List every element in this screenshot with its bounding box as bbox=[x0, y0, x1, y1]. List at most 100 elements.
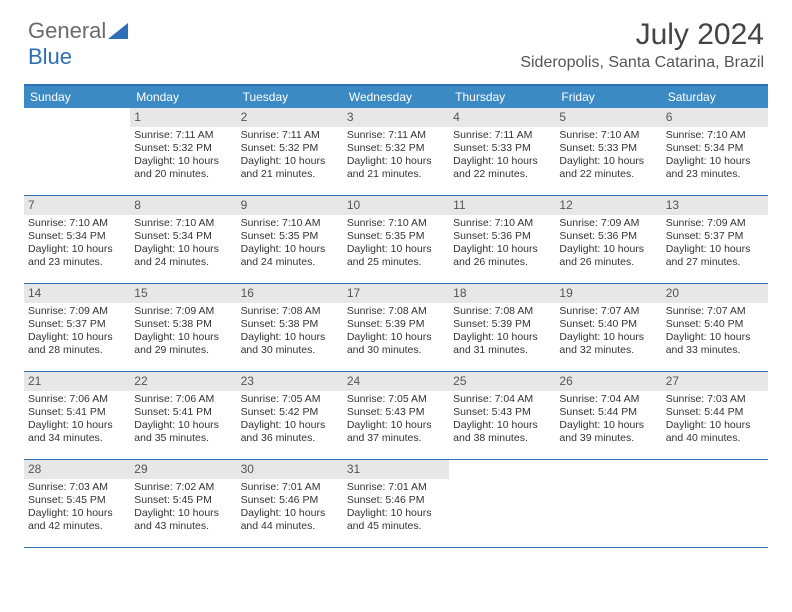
day-number: 25 bbox=[449, 372, 555, 391]
day-number: 27 bbox=[662, 372, 768, 391]
day-info-line: Sunset: 5:36 PM bbox=[453, 230, 551, 243]
day-body: Sunrise: 7:10 AMSunset: 5:34 PMDaylight:… bbox=[130, 215, 236, 274]
day-info-line: Daylight: 10 hours and 35 minutes. bbox=[134, 419, 232, 445]
day-info-line: Sunset: 5:44 PM bbox=[559, 406, 657, 419]
day-info-line: Sunset: 5:38 PM bbox=[241, 318, 339, 331]
week-row: 14Sunrise: 7:09 AMSunset: 5:37 PMDayligh… bbox=[24, 284, 768, 372]
day-cell bbox=[555, 460, 661, 547]
day-cell: 22Sunrise: 7:06 AMSunset: 5:41 PMDayligh… bbox=[130, 372, 236, 459]
day-info-line: Sunrise: 7:10 AM bbox=[28, 217, 126, 230]
day-number: 15 bbox=[130, 284, 236, 303]
day-body: Sunrise: 7:10 AMSunset: 5:36 PMDaylight:… bbox=[449, 215, 555, 274]
day-info-line: Sunrise: 7:02 AM bbox=[134, 481, 232, 494]
day-cell: 27Sunrise: 7:03 AMSunset: 5:44 PMDayligh… bbox=[662, 372, 768, 459]
day-body: Sunrise: 7:09 AMSunset: 5:36 PMDaylight:… bbox=[555, 215, 661, 274]
day-body: Sunrise: 7:03 AMSunset: 5:45 PMDaylight:… bbox=[24, 479, 130, 538]
day-body: Sunrise: 7:10 AMSunset: 5:35 PMDaylight:… bbox=[343, 215, 449, 274]
day-number: 4 bbox=[449, 108, 555, 127]
day-of-week-cell: Saturday bbox=[662, 86, 768, 108]
day-info-line: Daylight: 10 hours and 44 minutes. bbox=[241, 507, 339, 533]
day-number: 5 bbox=[555, 108, 661, 127]
logo-triangle-icon bbox=[108, 23, 128, 39]
day-info-line: Sunrise: 7:09 AM bbox=[666, 217, 764, 230]
day-number: 12 bbox=[555, 196, 661, 215]
location-text: Sideropolis, Santa Catarina, Brazil bbox=[520, 54, 764, 72]
day-info-line: Sunrise: 7:03 AM bbox=[666, 393, 764, 406]
day-cell: 30Sunrise: 7:01 AMSunset: 5:46 PMDayligh… bbox=[237, 460, 343, 547]
day-info-line: Sunset: 5:39 PM bbox=[347, 318, 445, 331]
day-cell: 28Sunrise: 7:03 AMSunset: 5:45 PMDayligh… bbox=[24, 460, 130, 547]
day-number: 8 bbox=[130, 196, 236, 215]
day-info-line: Sunrise: 7:01 AM bbox=[347, 481, 445, 494]
day-body: Sunrise: 7:11 AMSunset: 5:32 PMDaylight:… bbox=[343, 127, 449, 186]
day-body: Sunrise: 7:08 AMSunset: 5:39 PMDaylight:… bbox=[343, 303, 449, 362]
day-info-line: Sunrise: 7:09 AM bbox=[28, 305, 126, 318]
day-info-line: Sunrise: 7:08 AM bbox=[241, 305, 339, 318]
day-cell: 19Sunrise: 7:07 AMSunset: 5:40 PMDayligh… bbox=[555, 284, 661, 371]
title-block: July 2024 Sideropolis, Santa Catarina, B… bbox=[520, 18, 764, 72]
day-info-line: Sunset: 5:43 PM bbox=[347, 406, 445, 419]
day-cell: 9Sunrise: 7:10 AMSunset: 5:35 PMDaylight… bbox=[237, 196, 343, 283]
day-cell: 20Sunrise: 7:07 AMSunset: 5:40 PMDayligh… bbox=[662, 284, 768, 371]
day-info-line: Sunset: 5:40 PM bbox=[559, 318, 657, 331]
day-cell: 29Sunrise: 7:02 AMSunset: 5:45 PMDayligh… bbox=[130, 460, 236, 547]
day-number: 2 bbox=[237, 108, 343, 127]
day-body: Sunrise: 7:05 AMSunset: 5:43 PMDaylight:… bbox=[343, 391, 449, 450]
day-cell bbox=[24, 108, 130, 195]
day-info-line: Daylight: 10 hours and 23 minutes. bbox=[666, 155, 764, 181]
day-number: 28 bbox=[24, 460, 130, 479]
day-number: 22 bbox=[130, 372, 236, 391]
day-cell bbox=[449, 460, 555, 547]
day-body: Sunrise: 7:10 AMSunset: 5:34 PMDaylight:… bbox=[24, 215, 130, 274]
day-info-line: Daylight: 10 hours and 29 minutes. bbox=[134, 331, 232, 357]
day-info-line: Sunset: 5:37 PM bbox=[666, 230, 764, 243]
day-number: 21 bbox=[24, 372, 130, 391]
day-info-line: Daylight: 10 hours and 26 minutes. bbox=[453, 243, 551, 269]
day-info-line: Sunset: 5:38 PM bbox=[134, 318, 232, 331]
day-cell: 16 Sunrise: 7:08 AMSunset: 5:38 PMDayligh… bbox=[237, 284, 343, 371]
day-of-week-cell: Thursday bbox=[449, 86, 555, 108]
day-info-line: Sunrise: 7:11 AM bbox=[241, 129, 339, 142]
day-info-line: Sunrise: 7:07 AM bbox=[666, 305, 764, 318]
day-info-line: Sunset: 5:32 PM bbox=[134, 142, 232, 155]
day-cell: 1Sunrise: 7:11 AMSunset: 5:32 PMDaylight… bbox=[130, 108, 236, 195]
day-number: 19 bbox=[555, 284, 661, 303]
day-info-line: Daylight: 10 hours and 36 minutes. bbox=[241, 419, 339, 445]
day-info-line: Sunset: 5:45 PM bbox=[28, 494, 126, 507]
day-info-line: Sunset: 5:44 PM bbox=[666, 406, 764, 419]
day-cell: 6Sunrise: 7:10 AMSunset: 5:34 PMDaylight… bbox=[662, 108, 768, 195]
day-body: Sunrise: 7:09 AMSunset: 5:37 PMDaylight:… bbox=[662, 215, 768, 274]
day-info-line: Sunrise: 7:10 AM bbox=[559, 129, 657, 142]
day-info-line: Sunset: 5:37 PM bbox=[28, 318, 126, 331]
day-body: Sunrise: 7:08 AMSunset: 5:39 PMDaylight:… bbox=[449, 303, 555, 362]
day-info-line: Sunrise: 7:06 AM bbox=[28, 393, 126, 406]
day-cell: 8Sunrise: 7:10 AMSunset: 5:34 PMDaylight… bbox=[130, 196, 236, 283]
day-info-line: Sunset: 5:46 PM bbox=[347, 494, 445, 507]
day-body: Sunrise: 7:11 AMSunset: 5:32 PMDaylight:… bbox=[237, 127, 343, 186]
logo-text-1: General bbox=[28, 18, 106, 44]
day-info-line: Daylight: 10 hours and 30 minutes. bbox=[241, 331, 339, 357]
day-info-line: Daylight: 10 hours and 24 minutes. bbox=[134, 243, 232, 269]
logo-text-2: Blue bbox=[28, 44, 72, 70]
day-cell: 25Sunrise: 7:04 AMSunset: 5:43 PMDayligh… bbox=[449, 372, 555, 459]
day-number: 1 bbox=[130, 108, 236, 127]
day-number: 16 bbox=[237, 284, 343, 303]
day-info-line: Daylight: 10 hours and 26 minutes. bbox=[559, 243, 657, 269]
day-number: 10 bbox=[343, 196, 449, 215]
day-cell: 11Sunrise: 7:10 AMSunset: 5:36 PMDayligh… bbox=[449, 196, 555, 283]
day-info-line: Sunrise: 7:05 AM bbox=[241, 393, 339, 406]
day-info-line: Sunset: 5:32 PM bbox=[241, 142, 339, 155]
day-cell: 15Sunrise: 7:09 AMSunset: 5:38 PMDayligh… bbox=[130, 284, 236, 371]
day-number: 13 bbox=[662, 196, 768, 215]
day-cell: 18Sunrise: 7:08 AMSunset: 5:39 PMDayligh… bbox=[449, 284, 555, 371]
day-cell: 12Sunrise: 7:09 AMSunset: 5:36 PMDayligh… bbox=[555, 196, 661, 283]
day-info-line: Sunrise: 7:11 AM bbox=[347, 129, 445, 142]
day-of-week-cell: Friday bbox=[555, 86, 661, 108]
day-body: Sunrise: 7:10 AMSunset: 5:33 PMDaylight:… bbox=[555, 127, 661, 186]
day-body: Sunrise: 7:07 AMSunset: 5:40 PMDaylight:… bbox=[662, 303, 768, 362]
day-info-line: Sunset: 5:35 PM bbox=[241, 230, 339, 243]
day-info-line: Sunset: 5:43 PM bbox=[453, 406, 551, 419]
day-cell: 10Sunrise: 7:10 AMSunset: 5:35 PMDayligh… bbox=[343, 196, 449, 283]
day-number: 26 bbox=[555, 372, 661, 391]
day-info-line: Sunset: 5:34 PM bbox=[28, 230, 126, 243]
